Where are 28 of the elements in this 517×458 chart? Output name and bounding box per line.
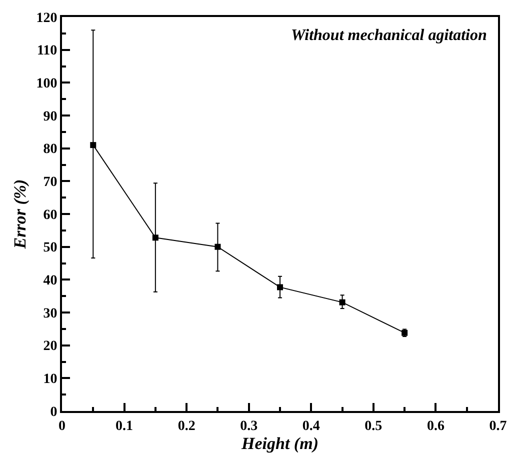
- y-tick-label: 20: [43, 339, 58, 354]
- x-tick-label: 0.6: [426, 418, 444, 434]
- y-tick-label: 110: [36, 44, 58, 59]
- y-tick-label: 70: [43, 175, 58, 190]
- x-tick-label: 0.3: [240, 418, 258, 434]
- y-tick-label: 50: [43, 240, 58, 256]
- x-axis-title: Height (m): [240, 434, 318, 453]
- x-tick-label: 0.7: [489, 418, 507, 434]
- point: [277, 284, 283, 290]
- x-tick-label: 0.5: [364, 418, 382, 434]
- y-tick-label: 40: [43, 274, 58, 289]
- y-tick-label: 120: [36, 10, 58, 26]
- point: [90, 142, 96, 148]
- y-tick-label: 0: [50, 404, 58, 420]
- x-tick-label: 0.2: [178, 418, 196, 434]
- x-tick-label: 0.1: [116, 418, 134, 434]
- point: [339, 299, 346, 306]
- y-tick-label: 10: [43, 372, 58, 388]
- y-tick-label: 90: [43, 109, 58, 124]
- y-tick-label: 80: [43, 142, 58, 158]
- y-axis-title: Error (%): [10, 179, 30, 250]
- y-tick-label: 30: [43, 306, 58, 322]
- point: [214, 244, 221, 250]
- point: [152, 234, 158, 241]
- x-tick-label: 0.4: [302, 418, 320, 434]
- annotation: Without mechanical agitation: [291, 27, 487, 44]
- y-tick-label: 100: [36, 76, 58, 92]
- y-tick-label: 60: [43, 208, 58, 223]
